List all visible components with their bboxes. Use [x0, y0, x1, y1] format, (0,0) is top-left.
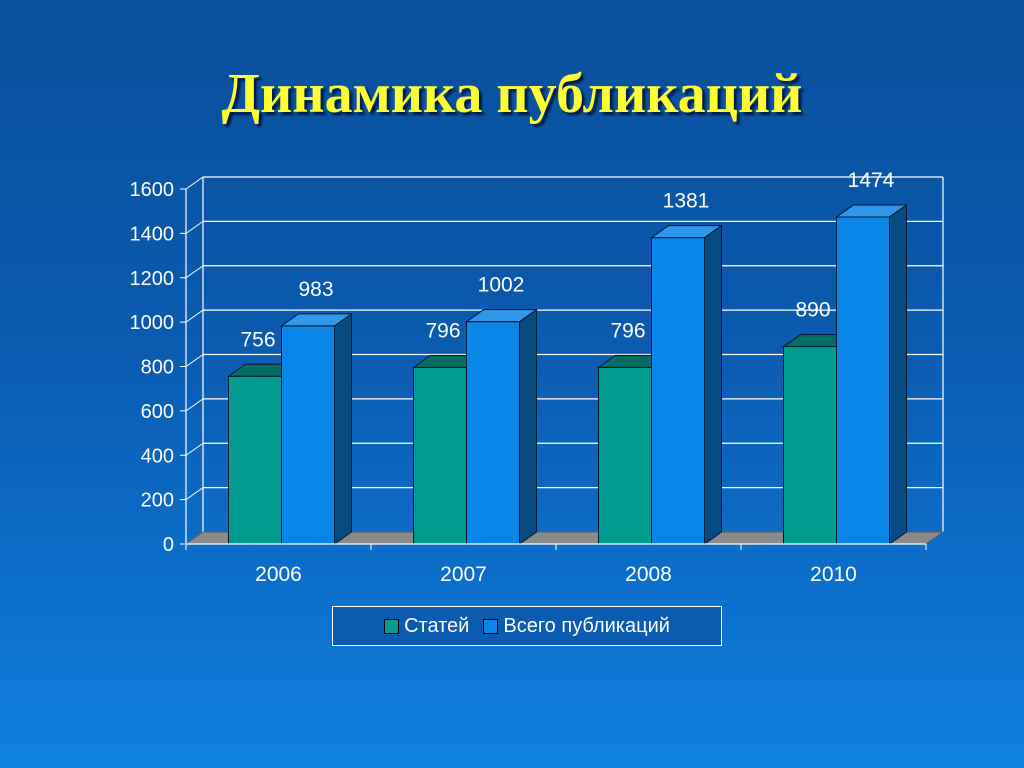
legend-swatch-total — [483, 618, 499, 634]
gridline-side — [185, 220, 204, 234]
bar-top — [834, 204, 909, 218]
data-label: 796 — [425, 319, 460, 342]
page-title: Динамика публикаций — [221, 63, 803, 125]
data-label: 1002 — [478, 274, 525, 297]
x-tick-label: 2007 — [440, 563, 487, 586]
y-tick-label: 1000 — [130, 312, 175, 334]
y-tick-label: 600 — [141, 401, 174, 423]
legend-label-total: Всего публикаций — [503, 614, 670, 637]
y-tick-label: 1600 — [130, 179, 175, 201]
gridline-side — [185, 309, 204, 323]
legend-item-total: Всего публикаций — [483, 615, 670, 638]
y-tick-label: 1400 — [130, 223, 175, 245]
y-tick-label: 800 — [141, 357, 174, 379]
gridline-side — [185, 398, 204, 412]
legend-label-articles: Статей — [404, 614, 470, 637]
data-label: 1474 — [848, 169, 895, 192]
y-tick-label: 0 — [163, 534, 174, 556]
chart-legend: Статей Всего публикаций — [332, 606, 722, 646]
bar-side — [704, 224, 722, 545]
legend-swatch-articles — [384, 618, 400, 634]
x-tick-label: 2006 — [255, 563, 302, 586]
bar-front — [598, 366, 652, 545]
legend-item-articles: Статей — [384, 615, 469, 638]
gridline-side — [185, 176, 204, 190]
data-label: 1381 — [663, 190, 710, 213]
bar-front — [836, 216, 890, 545]
x-tick-label: 2010 — [810, 563, 857, 586]
bar-top — [464, 309, 539, 323]
bar-chart: 0 200 400 600 800 1000 1200 1400 1600 756 983 2006 7… — [130, 169, 945, 586]
bar-front — [651, 237, 705, 545]
data-label: 756 — [240, 328, 275, 351]
bar-side — [889, 203, 907, 545]
bar-top — [649, 225, 724, 239]
bar-side — [519, 308, 537, 545]
bar-side — [334, 312, 352, 545]
gridline-side — [185, 265, 204, 279]
gridline-side — [185, 487, 204, 501]
data-label: 796 — [610, 319, 645, 342]
bar-top — [279, 313, 354, 327]
y-tick-label: 200 — [141, 490, 174, 512]
y-tick-label: 1200 — [130, 268, 175, 290]
gridline-side — [185, 442, 204, 456]
bar-front — [413, 366, 467, 545]
x-tick-label: 2008 — [625, 563, 672, 586]
gridline-side — [185, 354, 204, 367]
y-tick-label: 400 — [141, 445, 174, 467]
bar-front — [228, 375, 282, 545]
data-label: 983 — [298, 278, 333, 301]
data-label: 890 — [795, 299, 830, 322]
bar-front — [281, 325, 335, 545]
bar-front — [783, 346, 837, 545]
bar-front — [466, 321, 520, 545]
